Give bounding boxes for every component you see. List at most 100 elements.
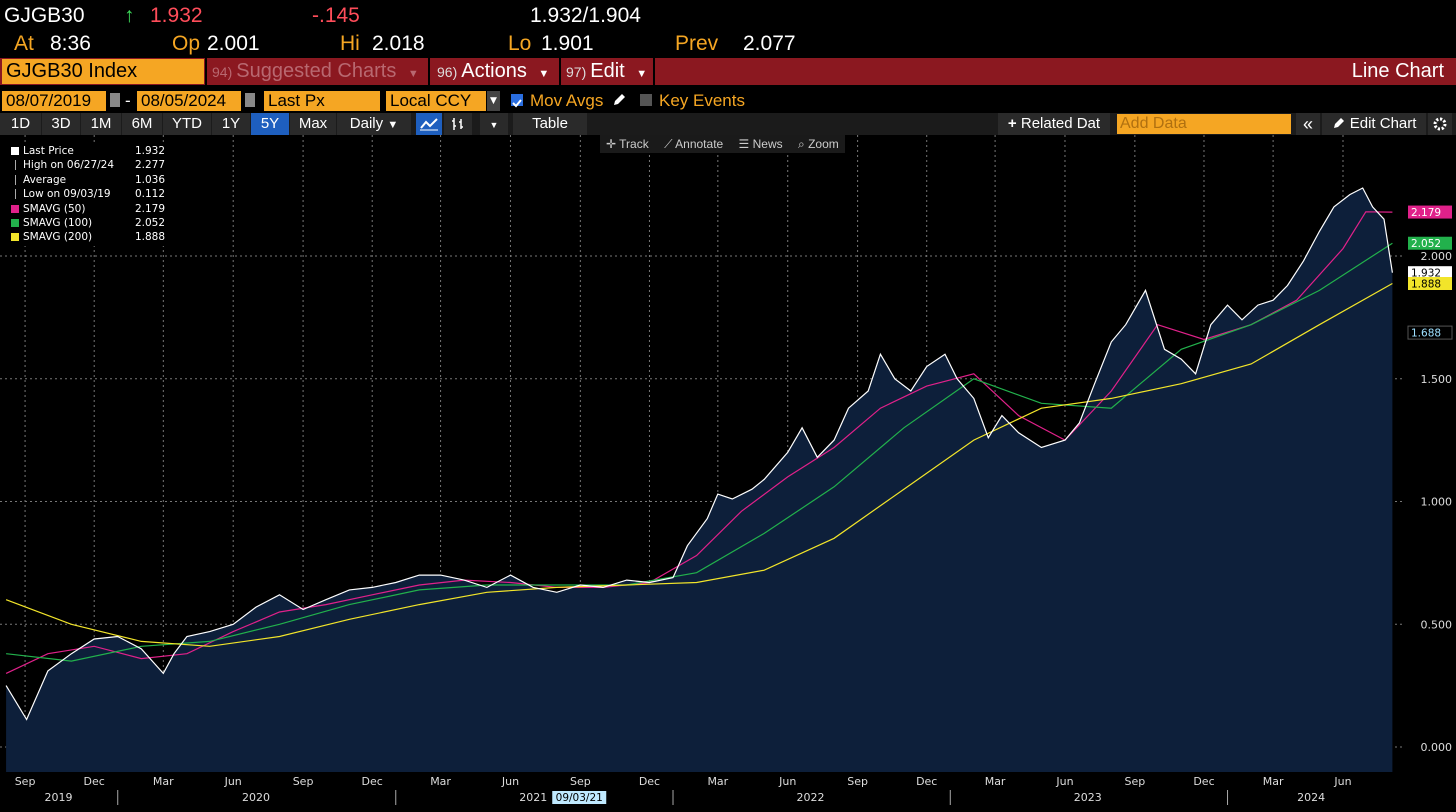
frequency-select[interactable]: Daily ▼ xyxy=(337,113,411,135)
table-button[interactable]: Table xyxy=(513,113,587,135)
pencil-icon xyxy=(1333,118,1344,128)
last-value-tag xyxy=(1408,266,1452,280)
last-value-tag xyxy=(1407,325,1453,340)
high-marker-icon xyxy=(15,160,16,171)
x-year-label: 2022 xyxy=(797,791,825,804)
check-icon xyxy=(512,99,522,108)
bar-chart-icon[interactable] xyxy=(444,113,472,135)
last-value-tag-text: 2.052 xyxy=(1411,238,1441,250)
track-tool[interactable]: ✛ Track xyxy=(600,135,655,153)
up-arrow-icon: ↑ xyxy=(124,4,135,27)
period-1y-button[interactable]: 1Y xyxy=(212,113,250,135)
last-value-tag-text: 1.932 xyxy=(1411,268,1441,280)
x-month-label: Sep xyxy=(15,775,36,788)
x-month-label: Sep xyxy=(1124,775,1145,788)
legend-series-name: Last Price xyxy=(23,145,74,157)
edit-chart-button[interactable]: Edit Chart xyxy=(1322,113,1426,135)
line-chart-icon[interactable] xyxy=(416,113,442,135)
legend-swatch xyxy=(11,219,19,227)
x-month-label: Dec xyxy=(362,775,383,788)
legend-swatch xyxy=(11,147,19,155)
legend-row[interactable]: Low on 09/03/19 0.112 xyxy=(10,187,167,201)
last-value-tag-text: 1.888 xyxy=(1411,278,1441,290)
x-month-label: Mar xyxy=(430,775,451,788)
prev-value: 2.077 xyxy=(743,32,796,55)
start-date-field[interactable]: 08/07/2019 xyxy=(2,91,106,111)
chevron-down-icon: ▼ xyxy=(489,120,499,130)
legend-row[interactable]: Average 1.036 xyxy=(10,173,167,187)
key-events-label: Key Events xyxy=(659,91,745,110)
sma-50-line[interactable] xyxy=(5,211,1393,674)
period-1d-button[interactable]: 1D xyxy=(0,113,41,135)
toolbar: 1D 3D 1M 6M YTD 1Y 5Y Max Daily ▼ ▼ Tabl… xyxy=(0,113,1456,135)
x-month-label: Mar xyxy=(707,775,728,788)
period-5y-button[interactable]: 5Y xyxy=(251,113,289,135)
related-data-button[interactable]: + Related Dat xyxy=(998,113,1110,135)
x-year-label: 2024 xyxy=(1297,791,1325,804)
chevron-down-icon: ▼ xyxy=(387,119,399,131)
y-tick-label: 0.500 xyxy=(1421,618,1453,631)
edit-menu[interactable]: 97) Edit ▼ xyxy=(566,59,647,84)
x-month-label: Dec xyxy=(84,775,105,788)
low-marker-icon xyxy=(15,189,16,200)
cursor-date-label: 09/03/21 xyxy=(556,792,603,804)
magnifier-icon: ⌕ xyxy=(798,137,809,151)
mov-avgs-checkbox[interactable] xyxy=(511,94,523,108)
gear-icon[interactable] xyxy=(1428,113,1452,135)
legend-series-name: High on 06/27/24 xyxy=(23,159,115,172)
y-tick-label: 2.000 xyxy=(1421,250,1453,263)
annotate-icon: ⟋ xyxy=(664,137,676,151)
y-tick-label: 1.500 xyxy=(1421,373,1453,386)
calendar-icon[interactable] xyxy=(110,93,120,107)
calendar-icon[interactable] xyxy=(245,93,255,107)
key-events-checkbox[interactable] xyxy=(640,94,652,106)
legend-swatch xyxy=(11,204,19,213)
sma-100-line[interactable] xyxy=(6,242,1393,662)
edit-chart-label: Edit Chart xyxy=(1349,115,1417,132)
collapse-icon[interactable]: « xyxy=(1296,113,1320,135)
y-tick-label: 0.000 xyxy=(1421,741,1453,754)
high-label: Hi xyxy=(340,32,360,55)
annotate-tool[interactable]: ⟋ Annotate xyxy=(658,135,729,153)
legend-series-name: SMAVG (50) xyxy=(23,202,86,215)
legend-row[interactable]: SMAVG (200) 1.888 xyxy=(10,230,167,244)
menu-separator xyxy=(653,58,655,85)
x-month-label: Jun xyxy=(1333,775,1351,788)
price-field-select[interactable]: Last Px xyxy=(264,91,380,111)
period-3d-button[interactable]: 3D xyxy=(42,113,80,135)
period-6m-button[interactable]: 6M xyxy=(122,113,162,135)
add-data-input[interactable]: Add Data xyxy=(1117,114,1291,134)
end-date-field[interactable]: 08/05/2024 xyxy=(137,91,241,111)
sma-200-line[interactable] xyxy=(5,282,1393,647)
pencil-icon[interactable] xyxy=(611,92,627,112)
actions-menu[interactable]: 96) Actions ▼ xyxy=(437,59,549,84)
last-value-tag-text: 1.688 xyxy=(1411,328,1441,340)
legend-row[interactable]: SMAVG (100) 2.052 xyxy=(10,216,167,230)
security-field[interactable]: GJGB30 Index xyxy=(2,59,204,84)
zoom-tool[interactable]: ⌕ Zoom xyxy=(792,135,845,153)
last-price-line[interactable] xyxy=(5,187,1393,721)
legend-series-value: 1.932 xyxy=(134,145,165,157)
x-month-label: Jun xyxy=(224,775,242,788)
low-label: Lo xyxy=(508,32,532,55)
suggested-charts-menu[interactable]: 94) Suggested Charts ▼ xyxy=(212,59,419,84)
chart-options-dropdown[interactable]: ▼ xyxy=(480,113,508,135)
currency-select[interactable]: Local CCY xyxy=(386,91,486,111)
chart-area[interactable]: 0.000 0.500 1.000 1.500 2.000 2.179 2.052 1.932… xyxy=(0,135,1456,808)
legend-series-value: 1.888 xyxy=(134,231,165,244)
average-marker-icon xyxy=(15,174,16,185)
suggested-num: 94) xyxy=(212,64,233,80)
news-tool[interactable]: ☰ News xyxy=(733,135,789,153)
period-1m-button[interactable]: 1M xyxy=(81,113,121,135)
period-ytd-button[interactable]: YTD xyxy=(163,113,211,135)
legend-series-name: Low on 09/03/19 xyxy=(23,188,111,201)
legend-series-name: Average xyxy=(23,173,67,186)
price-area-fill xyxy=(6,188,1393,772)
chevron-down-icon[interactable]: ▼ xyxy=(487,91,500,111)
period-max-button[interactable]: Max xyxy=(290,113,336,135)
legend-row[interactable]: SMAVG (50) 2.179 xyxy=(10,202,167,216)
price-chart[interactable]: 0.000 0.500 1.000 1.500 2.000 2.179 2.052 1.932… xyxy=(0,135,1456,808)
legend-series-value: 0.112 xyxy=(134,188,165,201)
legend-row[interactable]: High on 06/27/24 2.277 xyxy=(10,158,167,172)
legend-row[interactable]: Last Price 1.932 xyxy=(10,144,167,158)
